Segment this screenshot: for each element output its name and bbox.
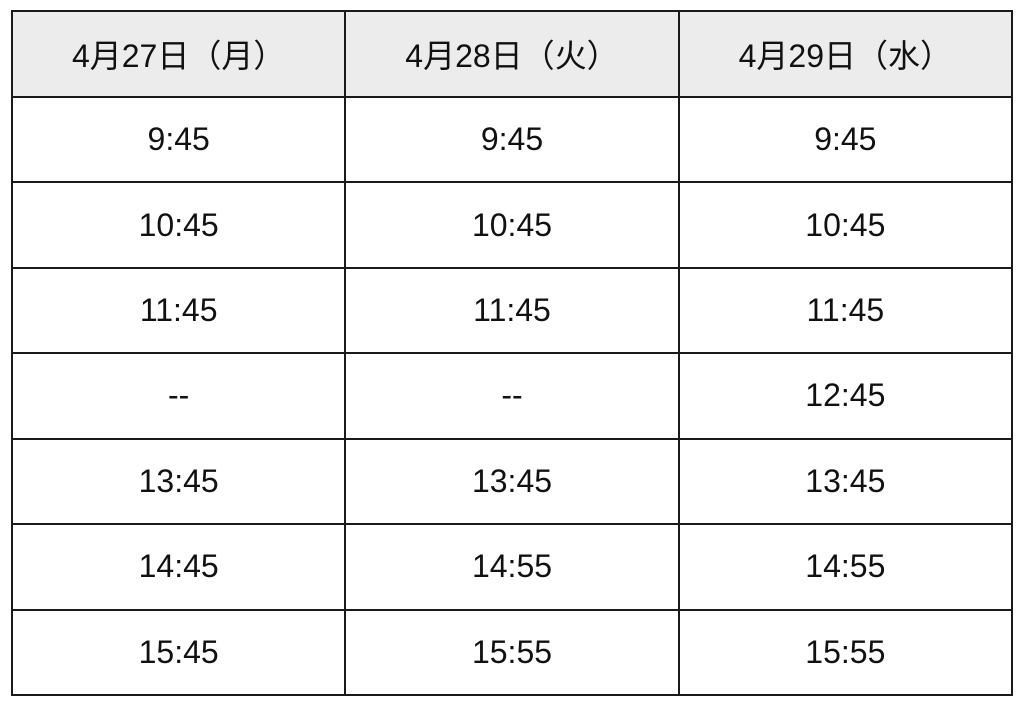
time-cell: 13:45: [344, 437, 680, 526]
time-cell: 11:45: [344, 266, 680, 355]
time-cell: 13:45: [10, 437, 347, 526]
table-row: 11:45 11:45 11:45: [10, 266, 1014, 355]
time-cell: 11:45: [677, 266, 1014, 355]
time-cell: 15:45: [10, 608, 347, 697]
schedule-table: 4月27日（月） 4月28日（火） 4月29日（水） 9:45 9:45 9:45 10:…: [10, 10, 1014, 697]
time-cell: --: [344, 352, 680, 440]
time-cell: 15:55: [344, 608, 680, 697]
column-header: 4月27日（月）: [10, 10, 347, 98]
time-cell: --: [10, 352, 347, 440]
time-cell: 10:45: [10, 181, 347, 269]
header-row: 4月27日（月） 4月28日（火） 4月29日（水）: [10, 10, 1014, 98]
table-row: 15:45 15:55 15:55: [10, 608, 1014, 697]
time-cell: 12:45: [677, 352, 1014, 440]
table-row: 9:45 9:45 9:45: [10, 95, 1014, 184]
time-cell: 14:55: [344, 523, 680, 611]
table-row: -- -- 12:45: [10, 352, 1014, 440]
time-cell: 14:45: [10, 523, 347, 611]
table-row: 10:45 10:45 10:45: [10, 181, 1014, 269]
time-cell: 10:45: [677, 181, 1014, 269]
table-body: 9:45 9:45 9:45 10:45 10:45 10:45 11:45 11:45 11:…: [10, 95, 1014, 697]
time-cell: 13:45: [677, 437, 1014, 526]
time-cell: 15:55: [677, 608, 1014, 697]
time-cell: 14:55: [677, 523, 1014, 611]
column-header: 4月29日（水）: [677, 10, 1014, 98]
time-cell: 11:45: [10, 266, 347, 355]
time-cell: 9:45: [10, 95, 347, 184]
time-cell: 9:45: [677, 95, 1014, 184]
table-row: 13:45 13:45 13:45: [10, 437, 1014, 526]
column-header: 4月28日（火）: [344, 10, 680, 98]
time-cell: 9:45: [344, 95, 680, 184]
time-cell: 10:45: [344, 181, 680, 269]
table-row: 14:45 14:55 14:55: [10, 523, 1014, 611]
